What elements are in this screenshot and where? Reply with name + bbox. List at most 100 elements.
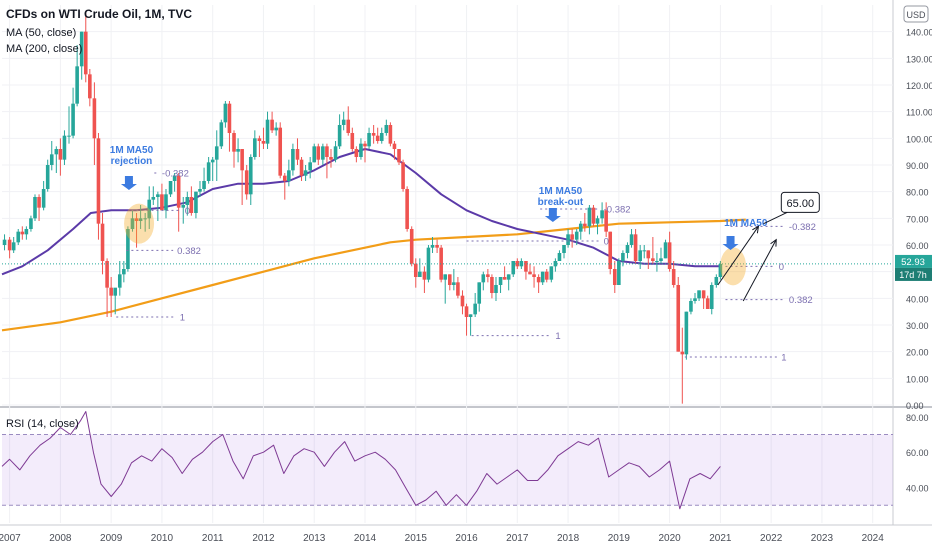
candle <box>291 143 295 176</box>
candle-body <box>58 149 63 160</box>
candle <box>511 261 516 277</box>
candle-body <box>549 266 554 280</box>
candle <box>413 258 418 288</box>
candle-body <box>705 298 710 309</box>
candle-body <box>33 197 37 219</box>
candle-body <box>570 234 574 240</box>
time-tick-label: 2021 <box>709 533 732 544</box>
candle <box>100 213 105 275</box>
candle <box>265 111 270 149</box>
candle-body <box>24 229 29 235</box>
candle <box>75 45 79 107</box>
candle <box>583 213 587 232</box>
rsi-tick-label: 60.00 <box>906 448 929 458</box>
candle-body <box>210 159 215 163</box>
candle-body <box>524 261 528 272</box>
candle-body <box>164 194 168 211</box>
candle-body <box>439 247 443 280</box>
candle-body <box>435 245 439 248</box>
candle <box>312 143 317 163</box>
candle-body <box>379 133 384 141</box>
candle-body <box>591 207 596 224</box>
candle-body <box>308 162 312 171</box>
candle-body <box>244 170 249 195</box>
price-tick-label: 140.00 <box>906 28 932 38</box>
candle-body <box>659 258 663 261</box>
candle-body <box>2 239 7 245</box>
candle-body <box>494 285 498 293</box>
price-tick-label: 130.00 <box>906 54 932 64</box>
price-tick-label: 60.00 <box>906 241 929 251</box>
candle <box>494 277 498 301</box>
candle <box>109 277 113 317</box>
fib-level-label: 1 <box>555 331 560 342</box>
time-tick-label: 2016 <box>455 533 478 544</box>
candle <box>718 261 723 280</box>
projection-arrow-lower-head <box>770 238 777 247</box>
candle-body <box>714 277 719 285</box>
candle-body <box>583 223 587 227</box>
breakout-label-line2: break-out <box>538 197 584 208</box>
candle <box>168 181 173 197</box>
candle <box>321 143 325 165</box>
candle-body <box>253 138 257 157</box>
candle-body <box>105 261 109 288</box>
rejection-label-line1: 1M MA50 <box>110 145 154 156</box>
candle-body <box>88 74 92 99</box>
candle-body <box>45 165 50 189</box>
candle-body <box>536 277 541 283</box>
candle-body <box>452 282 456 285</box>
candle <box>401 159 405 192</box>
countdown-text: 17d 7h <box>899 270 927 280</box>
candle <box>642 245 647 259</box>
candle-body <box>341 119 346 125</box>
candle <box>105 258 109 317</box>
candle-body <box>684 311 689 355</box>
candle-body <box>138 218 143 221</box>
candle <box>671 261 676 288</box>
candle <box>308 157 312 179</box>
candle <box>278 122 283 179</box>
candle <box>697 290 701 301</box>
candle <box>240 149 244 205</box>
candle <box>164 189 168 219</box>
candle-body <box>41 189 46 208</box>
candle <box>67 106 71 144</box>
candle-body <box>189 197 194 213</box>
fib-level-label: 0 <box>185 206 190 217</box>
candle-body <box>498 277 503 285</box>
candle <box>329 149 333 168</box>
candle-body <box>595 218 600 224</box>
candle <box>24 226 29 240</box>
candle <box>227 101 232 152</box>
candle <box>502 266 507 280</box>
candle <box>490 274 494 299</box>
candle-body <box>100 223 105 261</box>
candle <box>651 237 655 264</box>
candle-body <box>227 103 232 133</box>
last-price-badge <box>895 254 932 268</box>
fib-level-label: 1 <box>781 353 786 364</box>
candle <box>392 141 397 160</box>
candle-body <box>515 261 520 267</box>
candle <box>430 237 435 253</box>
candle <box>515 258 520 269</box>
candle <box>578 221 583 240</box>
candle <box>371 125 376 144</box>
candle <box>524 261 528 280</box>
time-tick-label: 2019 <box>608 533 631 544</box>
candle-body <box>202 181 206 189</box>
candle <box>663 239 668 259</box>
candle <box>295 138 300 165</box>
candle-body <box>321 146 325 160</box>
time-tick-label: 2009 <box>100 533 123 544</box>
candle <box>481 271 486 291</box>
candle <box>456 277 460 299</box>
candle-body <box>422 271 427 280</box>
candle <box>325 143 329 179</box>
candle-body <box>388 125 393 144</box>
candle <box>232 130 236 168</box>
candle-body <box>663 242 668 259</box>
currency-box <box>903 5 929 23</box>
